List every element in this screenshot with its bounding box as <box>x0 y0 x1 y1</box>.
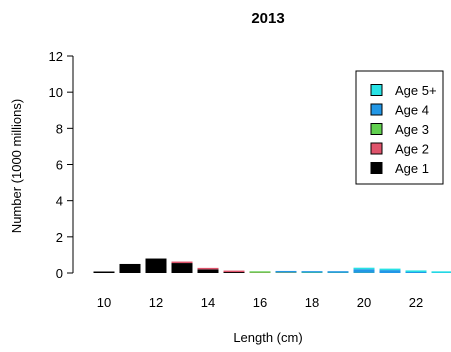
bar-age-5-23 <box>431 271 451 273</box>
legend-label: Age 5+ <box>395 83 437 98</box>
legend-label: Age 4 <box>395 103 429 118</box>
bar-age-4-19 <box>327 271 349 273</box>
bar-age-1-14 <box>197 269 219 273</box>
bar-age-2-15 <box>223 270 245 273</box>
y-tick-label: 0 <box>56 266 63 281</box>
legend-swatch <box>370 123 383 135</box>
chart-title: 2013 <box>251 10 284 27</box>
bar-age-1-10 <box>93 271 115 273</box>
bar-age-4-21 <box>379 270 401 273</box>
bar-age-1-11 <box>119 263 141 273</box>
bar-age-5-22 <box>405 270 427 272</box>
y-tick-label: 10 <box>49 85 63 100</box>
x-tick-label: 12 <box>149 295 163 310</box>
legend-swatch <box>370 84 383 96</box>
x-axis-label: Length (cm) <box>233 330 302 345</box>
y-axis: 0 2 4 6 8 10 12 <box>49 49 74 281</box>
bar-age-4-22 <box>405 271 427 273</box>
y-axis-label: Number (1000 millions) <box>9 99 24 233</box>
legend-label: Age 2 <box>395 142 429 157</box>
bar-age-2-13 <box>171 261 193 264</box>
legend-swatch <box>370 162 383 174</box>
bar-age-1-15 <box>223 271 245 273</box>
bar-age-5-21 <box>379 268 401 271</box>
y-tick-label: 12 <box>49 49 63 64</box>
legend-label: Age 3 <box>395 122 429 137</box>
bar-age-1-12 <box>145 258 167 273</box>
x-tick-label: 18 <box>305 295 319 310</box>
x-tick-label: 16 <box>253 295 267 310</box>
x-tick-label: 10 <box>97 295 111 310</box>
legend-label: Age 1 <box>395 161 429 176</box>
x-tick-label: 22 <box>409 295 423 310</box>
y-tick-label: 8 <box>56 121 63 136</box>
bar-age-1-13 <box>171 263 193 273</box>
legend: Age 5+ Age 4 Age 3 Age 2 Age 1 <box>355 70 444 185</box>
x-tick-label: 14 <box>201 295 215 310</box>
bar-age-3-16 <box>249 271 271 273</box>
y-tick-label: 4 <box>56 194 63 209</box>
bar-age-5-20 <box>353 267 375 270</box>
bar-age-4-20 <box>353 269 375 273</box>
bar-age-4-17 <box>275 270 297 273</box>
y-tick-label: 6 <box>56 158 63 173</box>
legend-swatch <box>370 142 383 155</box>
bar-age-2-14 <box>197 267 219 270</box>
legend-swatch <box>370 103 383 116</box>
bar-age-4-18 <box>301 271 323 273</box>
x-tick-label: 20 <box>357 295 371 310</box>
bars <box>93 258 451 273</box>
y-tick-label: 2 <box>56 230 63 245</box>
x-axis: 10 12 14 16 18 20 22 <box>97 295 423 310</box>
